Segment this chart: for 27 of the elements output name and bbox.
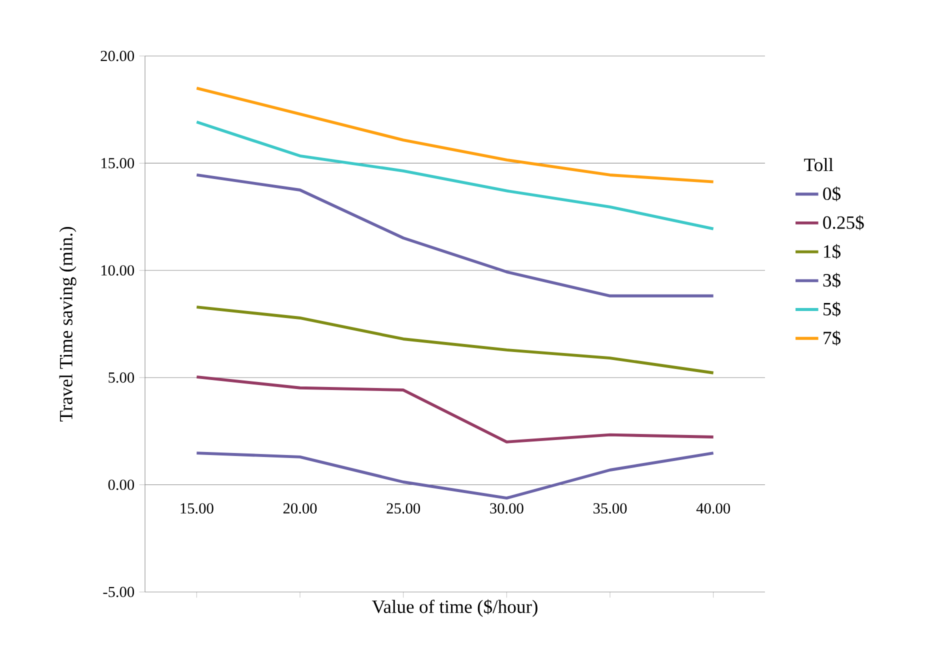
legend-label: 1$ [824,244,841,259]
line-series [195,120,715,230]
x-tick-label: 30.00 [490,503,524,514]
y-tick-label: 5.00 [108,372,134,383]
y-tick-label: -5.00 [103,586,134,598]
line-series [195,174,715,298]
legend-label: 0$ [823,186,841,202]
y-tick-label: 15.00 [101,158,134,168]
y-axis-title: Travel Time saving (min.) [59,226,76,422]
legend-label: 7$ [824,330,841,346]
x-tick-label: 35.00 [593,503,627,514]
legend-label: 0.25$ [823,215,864,230]
y-tick-label: 0.00 [108,480,134,490]
x-tick-label: 15.00 [180,503,214,514]
line-series [195,86,715,184]
legend-label: 5$ [824,302,841,317]
y-tick-label: 10.00 [101,265,134,276]
line-series [195,375,715,444]
legend-label: 3$ [823,272,841,288]
x-tick-label: 25.00 [386,503,420,514]
x-tick-label: 20.00 [283,503,317,514]
line-series [195,452,715,500]
y-tick-label: 20.00 [100,50,134,62]
legend-title: Toll [804,158,834,172]
x-tick-label: 40.00 [696,503,730,514]
x-axis-title: Value of time ($/hour) [372,599,538,617]
line-series [195,306,715,374]
